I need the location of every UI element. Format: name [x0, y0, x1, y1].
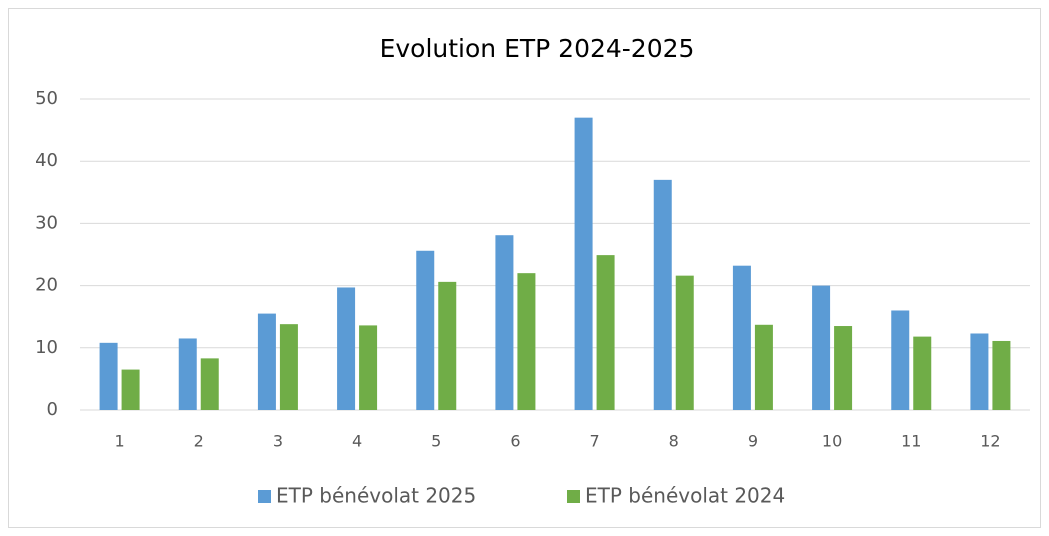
bar	[913, 336, 932, 410]
x-tick-label: 3	[273, 432, 283, 451]
bar	[992, 340, 1011, 410]
y-tick-label: 30	[35, 212, 58, 233]
legend-label: ETP bénévolat 2025	[276, 484, 476, 508]
bar	[732, 265, 751, 410]
bar	[653, 179, 672, 410]
bar	[200, 358, 219, 410]
bar	[891, 310, 910, 410]
bar	[754, 324, 773, 410]
bar	[438, 281, 457, 410]
x-tick-label: 7	[589, 432, 599, 451]
chart-border	[8, 8, 1041, 528]
bar	[675, 275, 694, 410]
bar	[970, 333, 989, 410]
bar	[596, 255, 615, 410]
bar	[257, 313, 276, 410]
bar	[495, 235, 514, 410]
x-tick-label: 8	[669, 432, 679, 451]
x-tick-label: 12	[980, 432, 1000, 451]
y-tick-label: 40	[35, 150, 58, 171]
x-tick-label: 1	[114, 432, 124, 451]
bar	[574, 117, 593, 410]
legend-swatch	[567, 490, 580, 503]
legend-swatch	[258, 490, 271, 503]
bar	[178, 338, 197, 410]
legend-label: ETP bénévolat 2024	[585, 484, 785, 508]
x-tick-label: 10	[822, 432, 842, 451]
x-tick-label: 4	[352, 432, 362, 451]
x-tick-label: 2	[194, 432, 204, 451]
bar	[416, 250, 435, 410]
x-tick-label: 5	[431, 432, 441, 451]
y-tick-label: 50	[35, 88, 58, 109]
y-tick-label: 20	[35, 275, 58, 296]
bar	[359, 325, 378, 410]
bar	[812, 285, 831, 410]
bar	[517, 273, 536, 410]
x-tick-label: 11	[901, 432, 921, 451]
bar	[99, 342, 118, 410]
bar	[279, 324, 298, 410]
bar	[121, 369, 140, 410]
x-tick-label: 6	[510, 432, 520, 451]
bar	[337, 287, 356, 410]
bar	[834, 326, 853, 410]
y-tick-label: 0	[47, 399, 58, 420]
y-tick-label: 10	[35, 337, 58, 358]
chart-title: Evolution ETP 2024-2025	[380, 34, 695, 63]
x-tick-label: 9	[748, 432, 758, 451]
